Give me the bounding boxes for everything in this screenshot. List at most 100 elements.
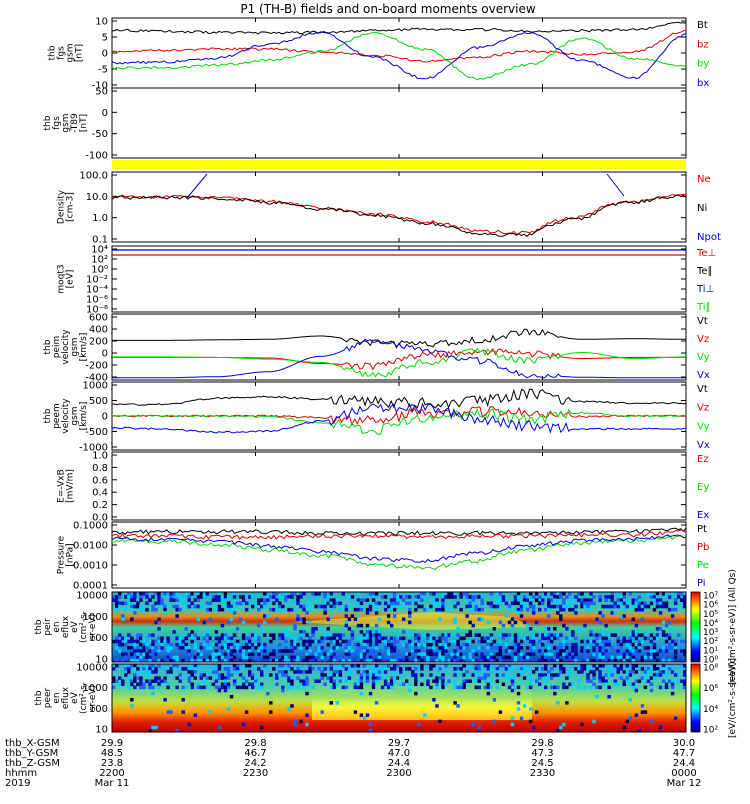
spectrogram-pixel: [389, 658, 394, 663]
spectrogram-pixel: [667, 595, 672, 599]
spectrogram-pixel: [414, 655, 418, 660]
legend-Npot: Npot: [697, 232, 721, 243]
spectrogram-pixel: [275, 673, 279, 677]
spectrogram-pixel: [652, 636, 657, 641]
spectrogram-pixel: [362, 598, 367, 602]
spectrogram-pixel: [658, 649, 663, 653]
spectrogram-pixel: [625, 673, 629, 677]
spectrogram-pixel: [181, 685, 185, 690]
spectrogram-pixel: [456, 670, 460, 674]
spectrogram-pixel: [226, 685, 231, 690]
spectrogram-pixel: [450, 639, 454, 644]
spectrogram-pixel: [559, 652, 563, 657]
spectrogram-pixel: [169, 710, 173, 714]
spectrogram-pixel: [299, 595, 303, 599]
spectrogram-pixel: [266, 598, 270, 602]
spectrogram-pixel: [193, 713, 197, 717]
spectrogram-pixel: [513, 636, 518, 641]
spectrogram-pixel: [154, 607, 158, 612]
spectrogram-pixel: [377, 652, 382, 657]
spectrogram-pixel: [290, 646, 294, 650]
spectrogram-pixel: [522, 704, 527, 708]
spectrogram-pixel: [643, 601, 648, 606]
spectrogram-pixel: [344, 685, 349, 690]
spectrogram-pixel: [374, 623, 379, 628]
spectrogram-pixel: [634, 649, 639, 653]
spectrogram-pixel: [474, 679, 478, 683]
spectrogram-pixel: [178, 607, 182, 612]
spectrogram-pixel: [534, 667, 539, 671]
spectrogram-pixel: [124, 636, 128, 641]
spectrogram-pixel: [377, 676, 382, 680]
spectrogram-pixel: [320, 627, 324, 631]
spectrogram-pixel: [341, 639, 346, 644]
spectrogram-pixel: [142, 649, 146, 653]
spectrogram-pixel: [226, 607, 231, 612]
spectrogram-pixel: [408, 614, 412, 618]
spectrogram-pixel: [383, 670, 388, 674]
spectrogram-pixel: [544, 658, 548, 663]
panel-efield: [111, 451, 687, 521]
spectrogram-pixel: [483, 658, 488, 663]
spectrogram-pixel: [531, 595, 536, 599]
ytick-label: 10⁻²: [86, 275, 108, 286]
spectrogram-pixel: [124, 673, 128, 677]
spectrogram-pixel: [562, 601, 566, 606]
spectrogram-pixel: [531, 633, 536, 637]
spectrogram-pixel: [486, 646, 491, 650]
spectrogram-pixel: [157, 658, 161, 663]
spectrogram-pixel: [163, 592, 167, 596]
spectrogram-pixel: [214, 598, 219, 602]
spectrogram-pixel: [616, 664, 620, 668]
spectrogram-pixel: [118, 595, 122, 599]
spectrogram-pixel: [199, 652, 204, 657]
spectrogram-pixel: [598, 639, 602, 644]
spectrogram-pixel: [184, 642, 188, 647]
spectrogram-pixel: [586, 670, 590, 674]
spectrogram-pixel: [235, 601, 240, 606]
spectrogram-pixel: [118, 639, 122, 644]
spectrogram-pixel: [492, 655, 497, 660]
spectrogram-pixel: [184, 685, 188, 690]
spectrogram-pixel: [565, 627, 569, 631]
spectrogram-pixel: [441, 685, 445, 690]
spectrogram-pixel: [429, 636, 433, 641]
spectrogram-pixel: [417, 595, 421, 599]
spectrogram-pixel: [395, 664, 400, 668]
spectrogram-pixel: [175, 592, 179, 596]
spectrogram-pixel: [217, 604, 222, 609]
spectrogram-pixel: [610, 604, 614, 609]
spectrogram-pixel: [667, 658, 672, 663]
spectrogram-pixel: [477, 676, 481, 680]
spectrogram-pixel: [447, 607, 451, 612]
ylabel-line: [km/s]: [79, 333, 89, 362]
spectrogram-pixel: [121, 636, 125, 641]
spectrogram-pixel: [205, 676, 210, 680]
spectrogram-pixel: [682, 592, 687, 596]
ylabel-line: sr-eV): [88, 685, 98, 711]
spectrogram-pixel: [181, 710, 185, 714]
spectrogram-pixel: [157, 595, 161, 599]
spectrogram-pixel: [241, 655, 246, 660]
spectrogram-pixel: [320, 676, 324, 680]
spectrogram-pixel: [139, 598, 143, 602]
spectrogram-pixel: [284, 639, 288, 644]
spectrogram-pixel: [634, 670, 639, 674]
spectrogram-pixel: [658, 673, 663, 677]
spectrogram-pixel: [574, 649, 578, 653]
spectrogram-pixel: [142, 652, 146, 657]
spectrogram-pixel: [157, 639, 161, 644]
spectrogram-pixel: [208, 617, 213, 622]
spectrogram-pixel: [220, 636, 225, 641]
spectrogram-pixel: [217, 658, 222, 663]
spectrogram-pixel: [362, 633, 367, 637]
spectrogram-pixel: [247, 658, 252, 663]
spectrogram-pixel: [208, 710, 213, 714]
spectrogram-pixel: [217, 636, 222, 641]
spectrogram-pixel: [323, 649, 327, 653]
spectrogram-pixel: [522, 604, 527, 609]
spectrogram-pixel: [362, 642, 367, 647]
xaxis-tick-value: 30.0: [673, 738, 695, 749]
spectrogram-pixel: [417, 639, 421, 644]
spectrogram-pixel: [392, 592, 397, 596]
